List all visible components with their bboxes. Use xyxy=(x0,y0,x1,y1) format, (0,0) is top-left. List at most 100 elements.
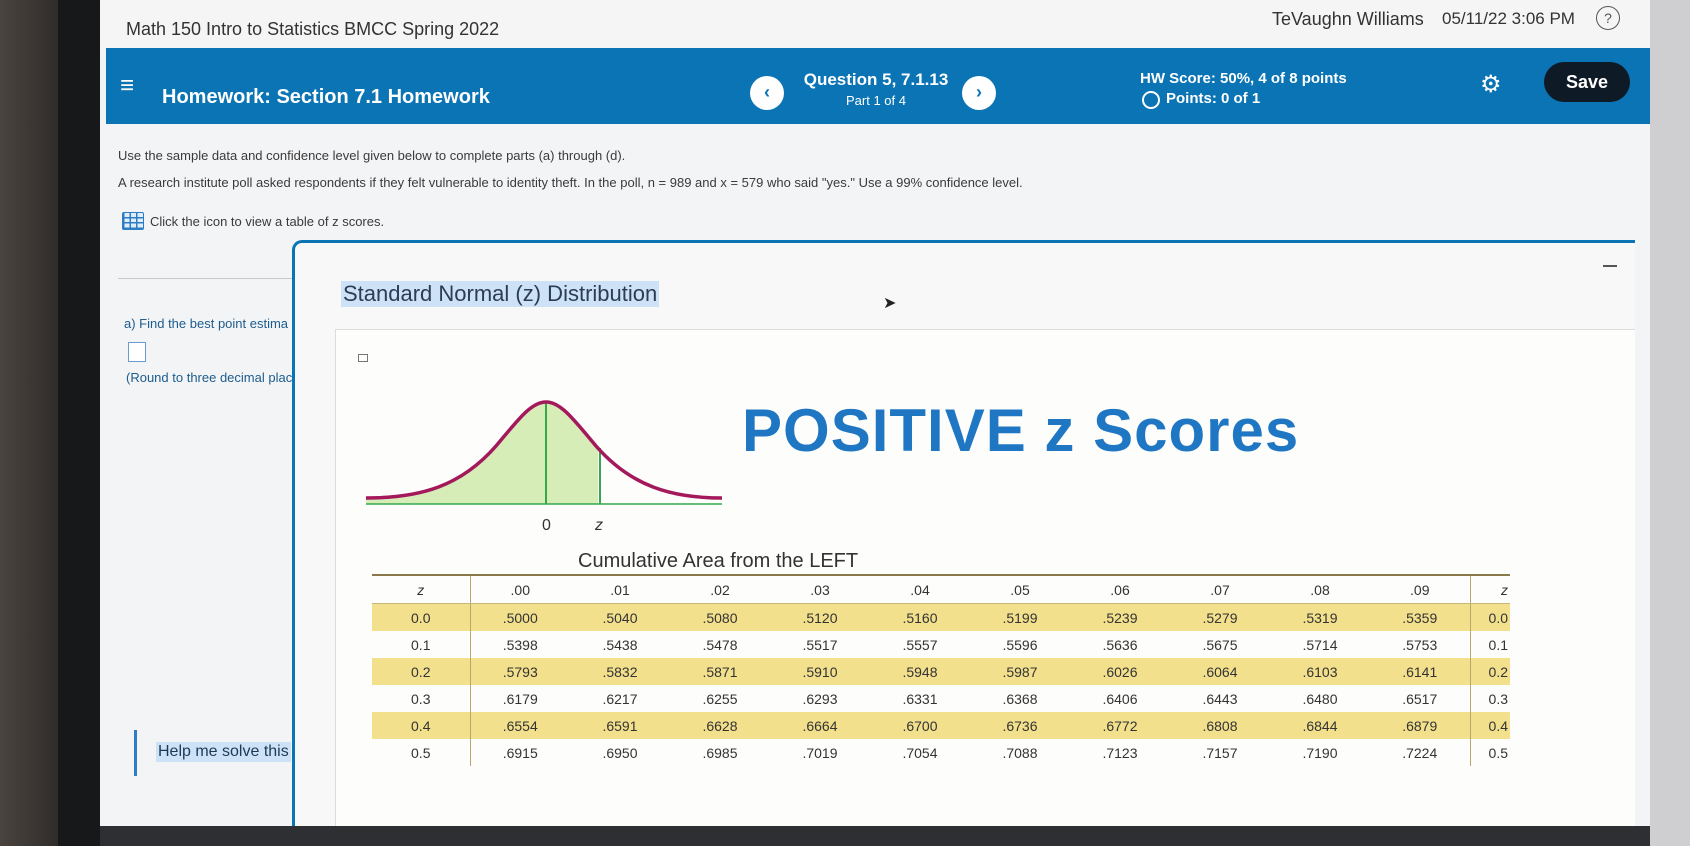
divider xyxy=(118,278,298,279)
table-cell: 0.5 xyxy=(372,739,471,766)
table-cell: 0.4 xyxy=(1469,712,1510,739)
table-header-cell: .00 xyxy=(470,574,570,604)
user-name[interactable]: TeVaughn Williams xyxy=(1272,9,1424,29)
z-score-table: z .00.01.02.03.04.05.06.07.08.09 z 0.0.5000… xyxy=(372,574,1510,766)
help-me-solve-button[interactable]: Help me solve this xyxy=(156,742,291,762)
positive-z-scores-heading: POSITIVE z Scores xyxy=(742,397,1300,464)
z-table-link[interactable]: Click the icon to view a table of z scor… xyxy=(150,214,385,229)
help-accent-bar xyxy=(134,730,137,776)
menu-icon[interactable]: ≡ xyxy=(120,72,135,99)
question-part: Part 1 of 4 xyxy=(846,93,906,108)
table-cell: .5910 xyxy=(770,658,870,685)
table-header-cell: .01 xyxy=(570,574,670,604)
table-cell: .5438 xyxy=(602,636,638,653)
table-header-cell: .09 xyxy=(1370,574,1470,604)
table-cell: .5000 xyxy=(470,603,570,631)
table-row: 0.4.6554.6591.6628.6664.6700.6736.6772.6… xyxy=(372,712,1510,739)
hw-score: HW Score: 50%, 4 of 8 points xyxy=(1140,70,1347,87)
table-cell: 0.0 xyxy=(372,603,471,631)
datetime: 05/11/22 3:06 PM xyxy=(1442,9,1575,28)
save-button[interactable]: Save xyxy=(1544,62,1630,102)
table-header-cell: .04 xyxy=(870,574,970,604)
table-cell: 0.2 xyxy=(372,658,471,685)
z-table-document: 0 z POSITIVE z Scores Cumulative Area fr… xyxy=(335,329,1635,826)
table-cell: .6628 xyxy=(670,712,770,739)
table-cell: .6879 xyxy=(1370,712,1470,739)
curve-zero-label: 0 xyxy=(542,517,551,534)
table-header-cell: .05 xyxy=(970,574,1070,604)
table-cell: .7054 xyxy=(902,744,938,761)
table-cell: .5398 xyxy=(502,636,538,653)
table-cell: .7224 xyxy=(1402,744,1438,761)
table-cell: .5871 xyxy=(670,658,770,685)
table-cell: .6591 xyxy=(570,712,670,739)
table-cell: .6293 xyxy=(802,690,838,707)
table-cell: .5714 xyxy=(1302,636,1338,653)
table-cell: .5557 xyxy=(902,636,938,653)
table-row: 0.2.5793.5832.5871.5910.5948.5987.6026.6… xyxy=(372,658,1510,685)
document-icon xyxy=(358,354,368,362)
table-cell: .6368 xyxy=(1002,690,1038,707)
question-title: Question 5, 7.1.13 xyxy=(803,70,949,89)
table-cell: .6331 xyxy=(902,690,938,707)
table-row: 0.1 .5398 .5438 .5478 .5517 .5557 .5596 .5636 .5… xyxy=(372,631,1510,658)
mouse-cursor-icon: ➤ xyxy=(883,295,897,312)
table-cell: .6026 xyxy=(1070,658,1170,685)
table-cell: 0.3 xyxy=(1469,685,1510,712)
table-cell: .5596 xyxy=(1002,636,1038,653)
table-cell: .6517 xyxy=(1402,690,1438,707)
table-header-cell: .08 xyxy=(1270,574,1370,604)
table-cell: .5948 xyxy=(870,658,970,685)
popup-title: Standard Normal (z) Distribution xyxy=(341,281,660,307)
table-cell: .6808 xyxy=(1170,712,1270,739)
table-cell: .6480 xyxy=(1302,690,1338,707)
table-cell: .7157 xyxy=(1202,744,1238,761)
table-caption: Cumulative Area from the LEFT xyxy=(578,550,859,572)
table-header-cell: z xyxy=(1469,574,1510,604)
question-instructions: Use the sample data and confidence level… xyxy=(118,148,626,163)
table-header-row: z .00.01.02.03.04.05.06.07.08.09 z xyxy=(372,574,1510,604)
monitor-bezel-bottom xyxy=(100,826,1650,846)
minimize-icon[interactable] xyxy=(1603,265,1617,267)
table-cell: 0.5 xyxy=(1469,739,1510,766)
table-cell: .6844 xyxy=(1270,712,1370,739)
settings-icon[interactable]: ⚙ xyxy=(1480,71,1502,98)
table-cell: .6700 xyxy=(870,712,970,739)
table-cell: .5239 xyxy=(1070,603,1170,631)
table-cell: .5080 xyxy=(670,603,770,631)
z-table-icon[interactable] xyxy=(122,212,144,230)
table-cell: .6736 xyxy=(970,712,1070,739)
help-icon[interactable]: ? xyxy=(1596,6,1620,30)
table-cell: .6141 xyxy=(1370,658,1470,685)
table-cell: 0.1 xyxy=(372,631,471,658)
table-cell: .5987 xyxy=(970,658,1070,685)
curve-z-label: z xyxy=(594,517,603,534)
part-a-label: a) Find the best point estima xyxy=(124,316,289,331)
points-text: Points: 0 of 1 xyxy=(1166,90,1261,107)
table-cell: .5793 xyxy=(470,658,570,685)
normal-curve xyxy=(366,400,723,500)
table-cell: .5359 xyxy=(1370,603,1470,631)
table-cell: .5636 xyxy=(1102,636,1138,653)
normal-curve-diagram: 0 z xyxy=(366,400,723,534)
table-cell: .6064 xyxy=(1170,658,1270,685)
table-cell: .6985 xyxy=(702,744,738,761)
course-header: Math 150 Intro to Statistics BMCC Spring… xyxy=(100,0,1650,50)
table-cell: .6406 xyxy=(1102,690,1138,707)
table-cell: 0.2 xyxy=(1469,658,1510,685)
table-cell: .5199 xyxy=(970,603,1070,631)
table-cell: .7088 xyxy=(1002,744,1038,761)
course-title: Math 150 Intro to Statistics BMCC Spring… xyxy=(126,19,500,39)
table-cell: .7123 xyxy=(1102,744,1138,761)
answer-input[interactable] xyxy=(128,342,146,362)
table-cell: .5478 xyxy=(702,636,738,653)
table-cell: 0.4 xyxy=(372,712,471,739)
table-cell: .5753 xyxy=(1402,636,1438,653)
browser-screen: Math 150 Intro to Statistics BMCC Spring… xyxy=(100,0,1650,826)
next-question-button[interactable]: › xyxy=(962,76,996,110)
previous-question-button[interactable]: ‹ xyxy=(750,76,784,110)
table-cell: .6255 xyxy=(702,690,738,707)
table-header-cell: z xyxy=(372,574,471,604)
table-cell: .5279 xyxy=(1170,603,1270,631)
table-cell: 0.1 xyxy=(1469,631,1510,658)
